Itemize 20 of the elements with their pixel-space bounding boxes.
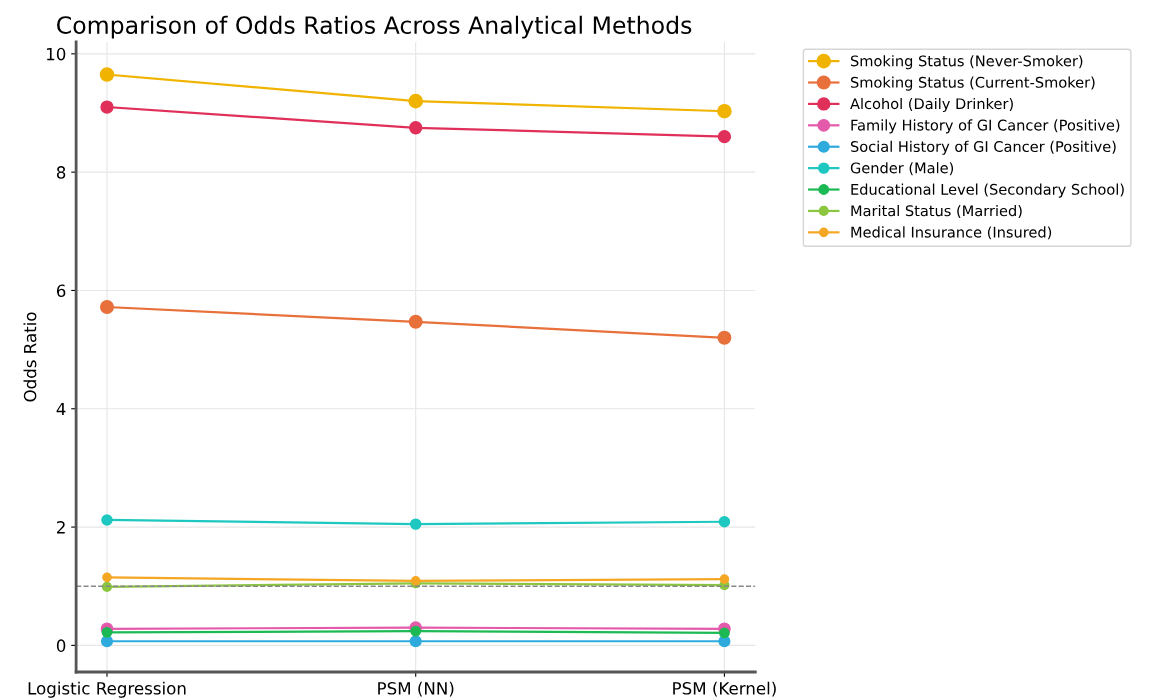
- y-tick-label: 4: [56, 402, 66, 416]
- legend-label: Medical Insurance (Insured): [851, 226, 1052, 240]
- legend-label: Smoking Status (Never-Smoker): [850, 55, 1083, 70]
- legend-label: Marital Status (Married): [851, 204, 1022, 218]
- legend-label: Smoking Status (Current-Smoker): [850, 76, 1095, 91]
- x-tick-label: PSM (Kernel): [673, 681, 776, 697]
- y-tick-label: 10: [47, 47, 66, 61]
- y-tick-label: 2: [57, 521, 65, 534]
- legend-label: Alcohol (Daily Drinker): [850, 97, 1013, 113]
- x-tick-label: Logistic Regression: [28, 681, 186, 698]
- y-tick-label: 8: [56, 166, 66, 179]
- chart-title: Comparison of Odds Ratios Across Analytical Methods: [57, 15, 692, 39]
- legend-label: Educational Level (Secondary School): [851, 183, 1124, 198]
- legend-label: Social History of GI Cancer (Positive): [850, 140, 1116, 155]
- y-tick-label: 6: [56, 284, 66, 298]
- legend-label: Family History of GI Cancer (Positive): [851, 119, 1120, 134]
- legend-label: Gender (Male): [850, 162, 954, 176]
- y-axis-title: Odds Ratio: [23, 312, 37, 402]
- x-tick-label: PSM (NN): [378, 681, 454, 697]
- y-tick-label: 0: [56, 639, 66, 652]
